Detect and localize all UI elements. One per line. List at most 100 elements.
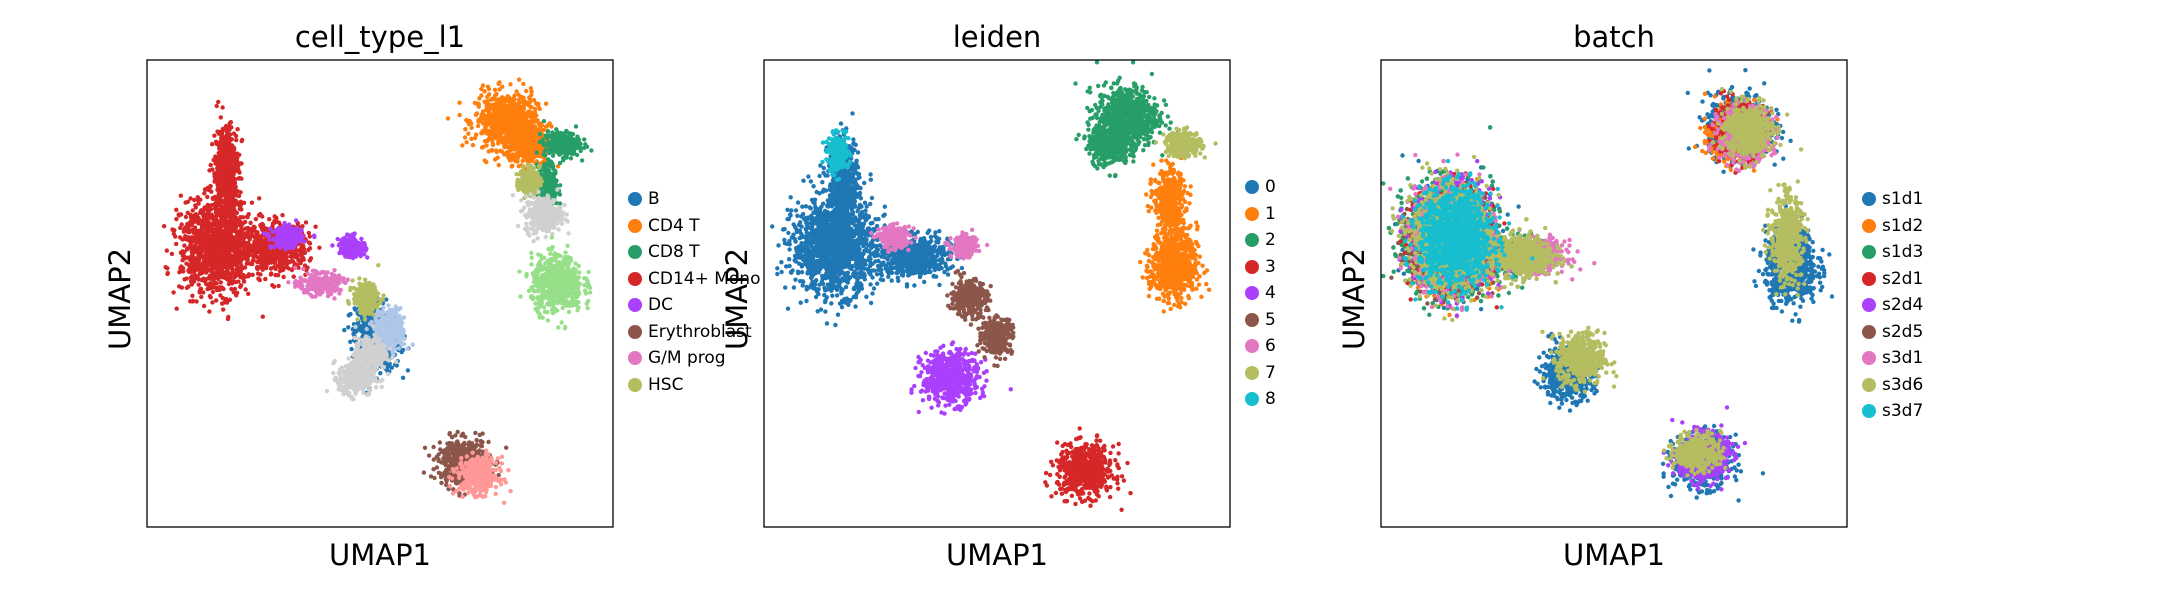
point bbox=[526, 148, 531, 154]
point bbox=[246, 272, 252, 277]
point bbox=[171, 290, 176, 295]
point bbox=[229, 281, 235, 286]
point bbox=[557, 149, 562, 154]
point bbox=[501, 97, 507, 103]
point bbox=[277, 268, 283, 274]
point bbox=[258, 223, 263, 228]
point bbox=[245, 240, 251, 246]
point bbox=[220, 105, 225, 110]
point bbox=[469, 136, 474, 141]
point bbox=[292, 234, 298, 239]
point bbox=[233, 161, 239, 166]
point bbox=[538, 126, 543, 131]
point bbox=[182, 277, 187, 282]
point bbox=[230, 148, 236, 154]
point bbox=[190, 256, 195, 261]
point bbox=[568, 156, 574, 161]
point bbox=[514, 102, 519, 108]
point bbox=[510, 103, 515, 109]
point bbox=[234, 137, 239, 143]
point bbox=[217, 211, 222, 216]
point bbox=[486, 105, 492, 110]
point bbox=[378, 371, 383, 376]
point bbox=[248, 220, 253, 226]
point bbox=[268, 244, 273, 249]
point bbox=[198, 286, 203, 292]
point bbox=[201, 303, 207, 309]
point bbox=[228, 227, 233, 233]
point bbox=[219, 223, 224, 228]
point bbox=[184, 261, 189, 266]
point bbox=[535, 118, 540, 123]
point bbox=[303, 220, 309, 225]
point bbox=[214, 281, 219, 286]
point bbox=[521, 81, 526, 87]
point bbox=[223, 169, 229, 174]
point bbox=[224, 300, 230, 305]
point bbox=[235, 290, 240, 296]
point bbox=[200, 218, 205, 224]
point bbox=[529, 92, 534, 98]
point bbox=[200, 253, 205, 259]
point bbox=[484, 108, 489, 113]
point bbox=[366, 316, 371, 321]
point bbox=[226, 259, 231, 264]
point bbox=[223, 228, 228, 233]
point bbox=[190, 293, 195, 298]
point bbox=[387, 364, 392, 369]
point bbox=[460, 143, 465, 148]
point bbox=[224, 193, 229, 198]
point bbox=[191, 277, 196, 282]
point bbox=[243, 287, 248, 292]
point bbox=[504, 126, 510, 131]
point bbox=[201, 213, 206, 218]
point bbox=[349, 346, 354, 352]
point bbox=[217, 169, 222, 175]
point bbox=[342, 327, 347, 333]
point bbox=[238, 242, 243, 248]
point bbox=[229, 234, 234, 239]
point bbox=[516, 122, 521, 128]
point bbox=[225, 205, 230, 210]
point bbox=[205, 194, 210, 200]
point bbox=[512, 93, 517, 98]
point bbox=[219, 217, 224, 222]
point bbox=[557, 201, 563, 206]
point bbox=[221, 211, 226, 216]
point bbox=[271, 244, 277, 250]
point bbox=[490, 142, 496, 148]
point bbox=[282, 261, 288, 266]
point bbox=[463, 127, 468, 132]
point bbox=[238, 223, 243, 229]
point bbox=[194, 299, 199, 304]
point bbox=[557, 160, 563, 166]
point bbox=[231, 131, 237, 136]
point bbox=[266, 233, 272, 239]
point bbox=[164, 248, 169, 253]
point bbox=[174, 306, 179, 311]
point bbox=[467, 118, 472, 124]
point bbox=[307, 234, 312, 239]
point bbox=[188, 299, 193, 304]
point bbox=[214, 242, 220, 248]
point bbox=[270, 230, 275, 235]
point bbox=[575, 134, 580, 139]
point bbox=[562, 150, 567, 155]
point bbox=[165, 266, 170, 271]
point bbox=[577, 144, 582, 149]
point bbox=[189, 260, 195, 265]
point bbox=[517, 129, 522, 134]
point bbox=[528, 137, 533, 142]
point bbox=[242, 265, 248, 270]
point bbox=[225, 189, 230, 194]
point bbox=[508, 145, 513, 151]
point bbox=[260, 314, 265, 319]
point bbox=[220, 185, 225, 190]
point bbox=[531, 120, 536, 125]
point bbox=[473, 132, 479, 137]
point bbox=[232, 200, 237, 205]
point bbox=[185, 228, 190, 233]
point bbox=[236, 271, 241, 276]
point bbox=[235, 127, 240, 132]
point bbox=[348, 311, 353, 317]
